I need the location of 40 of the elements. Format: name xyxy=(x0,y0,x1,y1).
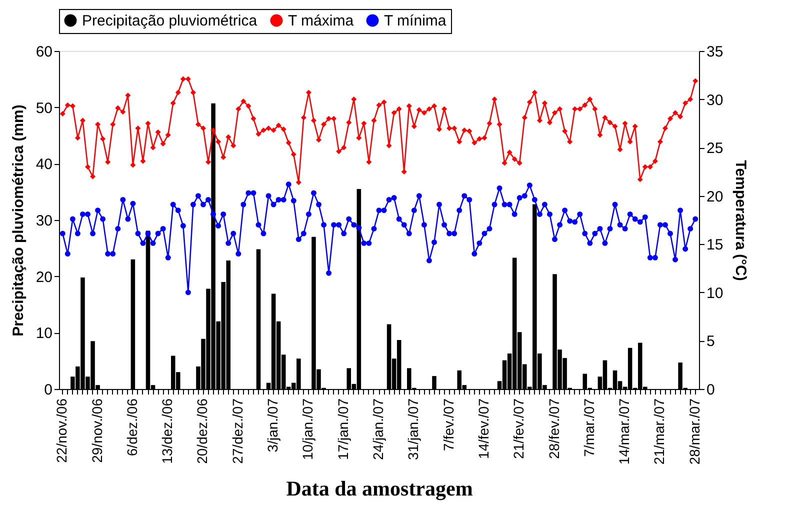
x-axis-title: Data da amostragem xyxy=(286,476,474,501)
y-tick-label: 50 xyxy=(36,100,52,117)
y-tick-label: 10 xyxy=(36,325,52,342)
y2-tick-label: 35 xyxy=(706,44,724,60)
x-tick-label: 7/mar./07 xyxy=(580,398,597,457)
x-tick-label: 3/jan./07 xyxy=(264,398,281,452)
y-tick-label: 0 xyxy=(44,382,52,398)
y-axis-title: Precipitação pluviométrica (mm) xyxy=(10,104,27,336)
legend-label: T máxima xyxy=(288,12,354,30)
x-tick-label: 28/mar./07 xyxy=(686,398,702,465)
x-tick-label: 29/nov./06 xyxy=(88,398,105,463)
x-tick-label: 31/jan./07 xyxy=(405,398,422,460)
x-tick-label: 20/dez./06 xyxy=(194,398,210,464)
x-tick-label: 28/fev./07 xyxy=(546,398,562,459)
x-tick-label: 27/dez./07 xyxy=(229,398,246,464)
y2-tick-label: 0 xyxy=(706,382,715,398)
x-tick-label: 21/fev./07 xyxy=(510,398,527,459)
x-tick-label: 7/fev./07 xyxy=(440,398,456,452)
y2-tick-label: 25 xyxy=(706,140,724,158)
legend-label: T mínima xyxy=(384,12,447,30)
x-tick-label: 22/nov./06 xyxy=(54,398,70,463)
y2-tick-label: 10 xyxy=(706,284,724,302)
y-tick-label: 60 xyxy=(36,44,52,60)
x-tick-label: 14/fev./07 xyxy=(475,398,492,459)
x-tick-label: 21/mar./07 xyxy=(651,398,668,465)
legend-label: Precipitação pluviométrica xyxy=(82,12,258,30)
y-tick-label: 20 xyxy=(36,268,52,286)
x-tick-label: 6/dez./06 xyxy=(124,398,140,456)
y2-tick-label: 15 xyxy=(706,236,724,254)
y-tick-label: 40 xyxy=(36,156,52,174)
x-tick-label: 13/dez./06 xyxy=(159,398,176,464)
x-tick-label: 14/mar./07 xyxy=(616,398,632,465)
y2-tick-label: 20 xyxy=(706,188,724,206)
x-tick-label: 24/jan./07 xyxy=(370,398,386,460)
y2-tick-label: 5 xyxy=(706,333,715,350)
x-tick-label: 17/jan./07 xyxy=(334,398,351,460)
y2-axis-title: Temperatura (°C) xyxy=(732,160,750,281)
x-tick-label: 10/jan./07 xyxy=(300,398,316,460)
y2-tick-label: 30 xyxy=(706,92,724,109)
y-tick-label: 30 xyxy=(36,212,52,230)
